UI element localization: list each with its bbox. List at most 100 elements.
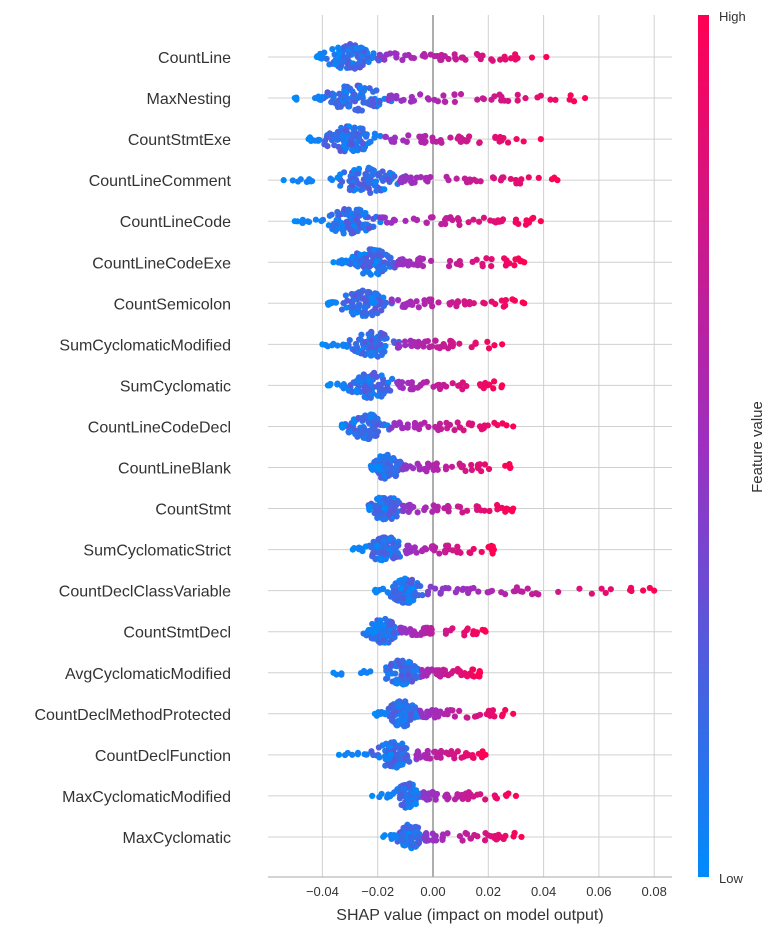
shap-point [365,58,372,66]
shap-point [503,792,510,800]
shap-point [651,587,658,594]
shap-point [425,796,433,803]
shap-point [396,661,403,668]
feature-label: MaxCyclomaticModified [62,789,231,806]
shap-point [376,98,383,105]
shap-point [337,171,344,178]
shap-point [375,381,382,389]
shap-point [470,584,477,592]
shap-point [393,50,400,58]
shap-point [386,793,394,800]
shap-point [524,585,531,592]
shap-point [459,795,466,802]
shap-point [409,383,416,390]
shap-point [451,51,458,58]
shap-point [422,132,429,140]
shap-point [427,51,434,58]
colorbar-low-label: Low [719,871,743,886]
shap-point [507,175,514,183]
shap-point [413,174,420,181]
shap-point [357,44,365,51]
shap-point [387,501,394,508]
shap-point [497,136,505,143]
shap-point [318,217,325,225]
shap-point [441,505,448,512]
shap-point [453,175,460,182]
feature-label: CountDeclClassVariable [59,584,231,601]
shap-point [490,546,497,553]
shap-point [383,464,390,471]
shap-point [289,177,296,184]
shap-point [372,305,379,312]
shap-point [469,258,476,265]
shap-point [494,506,501,513]
feature-labels: CountLine MaxNesting CountStmtExe CountLine… [34,50,232,847]
shap-point [359,140,366,147]
shap-point [427,583,434,590]
shap-point [421,751,428,759]
shap-point [381,214,389,221]
shap-point [396,459,403,466]
shap-point [399,740,406,747]
shap-point [420,343,427,350]
shap-point [415,582,422,589]
shap-point [349,546,356,553]
shap-point [380,622,387,629]
shap-point [456,667,464,675]
shap-point [379,585,387,593]
shap-point [425,423,432,431]
feature-label: MaxNesting [147,91,231,108]
shap-point [371,178,379,186]
x-axis: −0.04 −0.02 0.00 0.02 0.04 0.06 0.08 [268,876,672,899]
shap-point [377,555,384,562]
shap-point [427,298,434,305]
shap-point [447,134,454,141]
shap-point [382,251,390,258]
shap-point [401,575,409,582]
shap-point [415,304,422,311]
shap-point [369,54,376,62]
shap-point [502,591,509,598]
feature-label: CountDeclFunction [95,748,231,765]
shap-point [379,331,387,338]
x-tick-label: 0.06 [586,884,611,899]
shap-point [381,711,389,718]
shap-point [415,338,422,345]
shap-point [369,171,376,178]
shap-point [393,513,400,520]
shap-point [467,835,474,842]
shap-point [328,137,336,144]
shap-point [364,268,371,275]
shap-point [398,175,406,182]
shap-point [386,762,393,769]
shap-point [373,258,380,265]
shap-point [362,304,369,311]
shap-point [442,710,450,717]
shap-point [429,214,436,221]
shap-point [437,750,444,757]
shap-point [382,542,389,549]
x-tick-label: −0.02 [361,884,394,899]
shap-point [552,96,559,103]
shap-point [413,755,420,762]
shap-point [454,503,462,510]
shap-point [442,627,450,634]
feature-label: CountLineCodeExe [92,255,231,272]
shap-point [421,338,429,345]
shap-point [343,258,350,265]
shap-point [403,722,411,729]
colorbar [698,15,709,877]
feature-label: CountStmt [155,502,231,519]
shap-point [394,722,401,729]
shap-point [412,801,419,808]
shap-point [459,837,466,844]
shap-point [413,549,420,556]
shap-point [385,176,392,183]
shap-point [390,544,398,551]
shap-point [459,586,466,594]
shap-point [518,176,525,183]
shap-point [469,631,477,638]
shap-point [374,464,381,471]
shap-point [396,256,404,263]
shap-point [380,263,387,271]
